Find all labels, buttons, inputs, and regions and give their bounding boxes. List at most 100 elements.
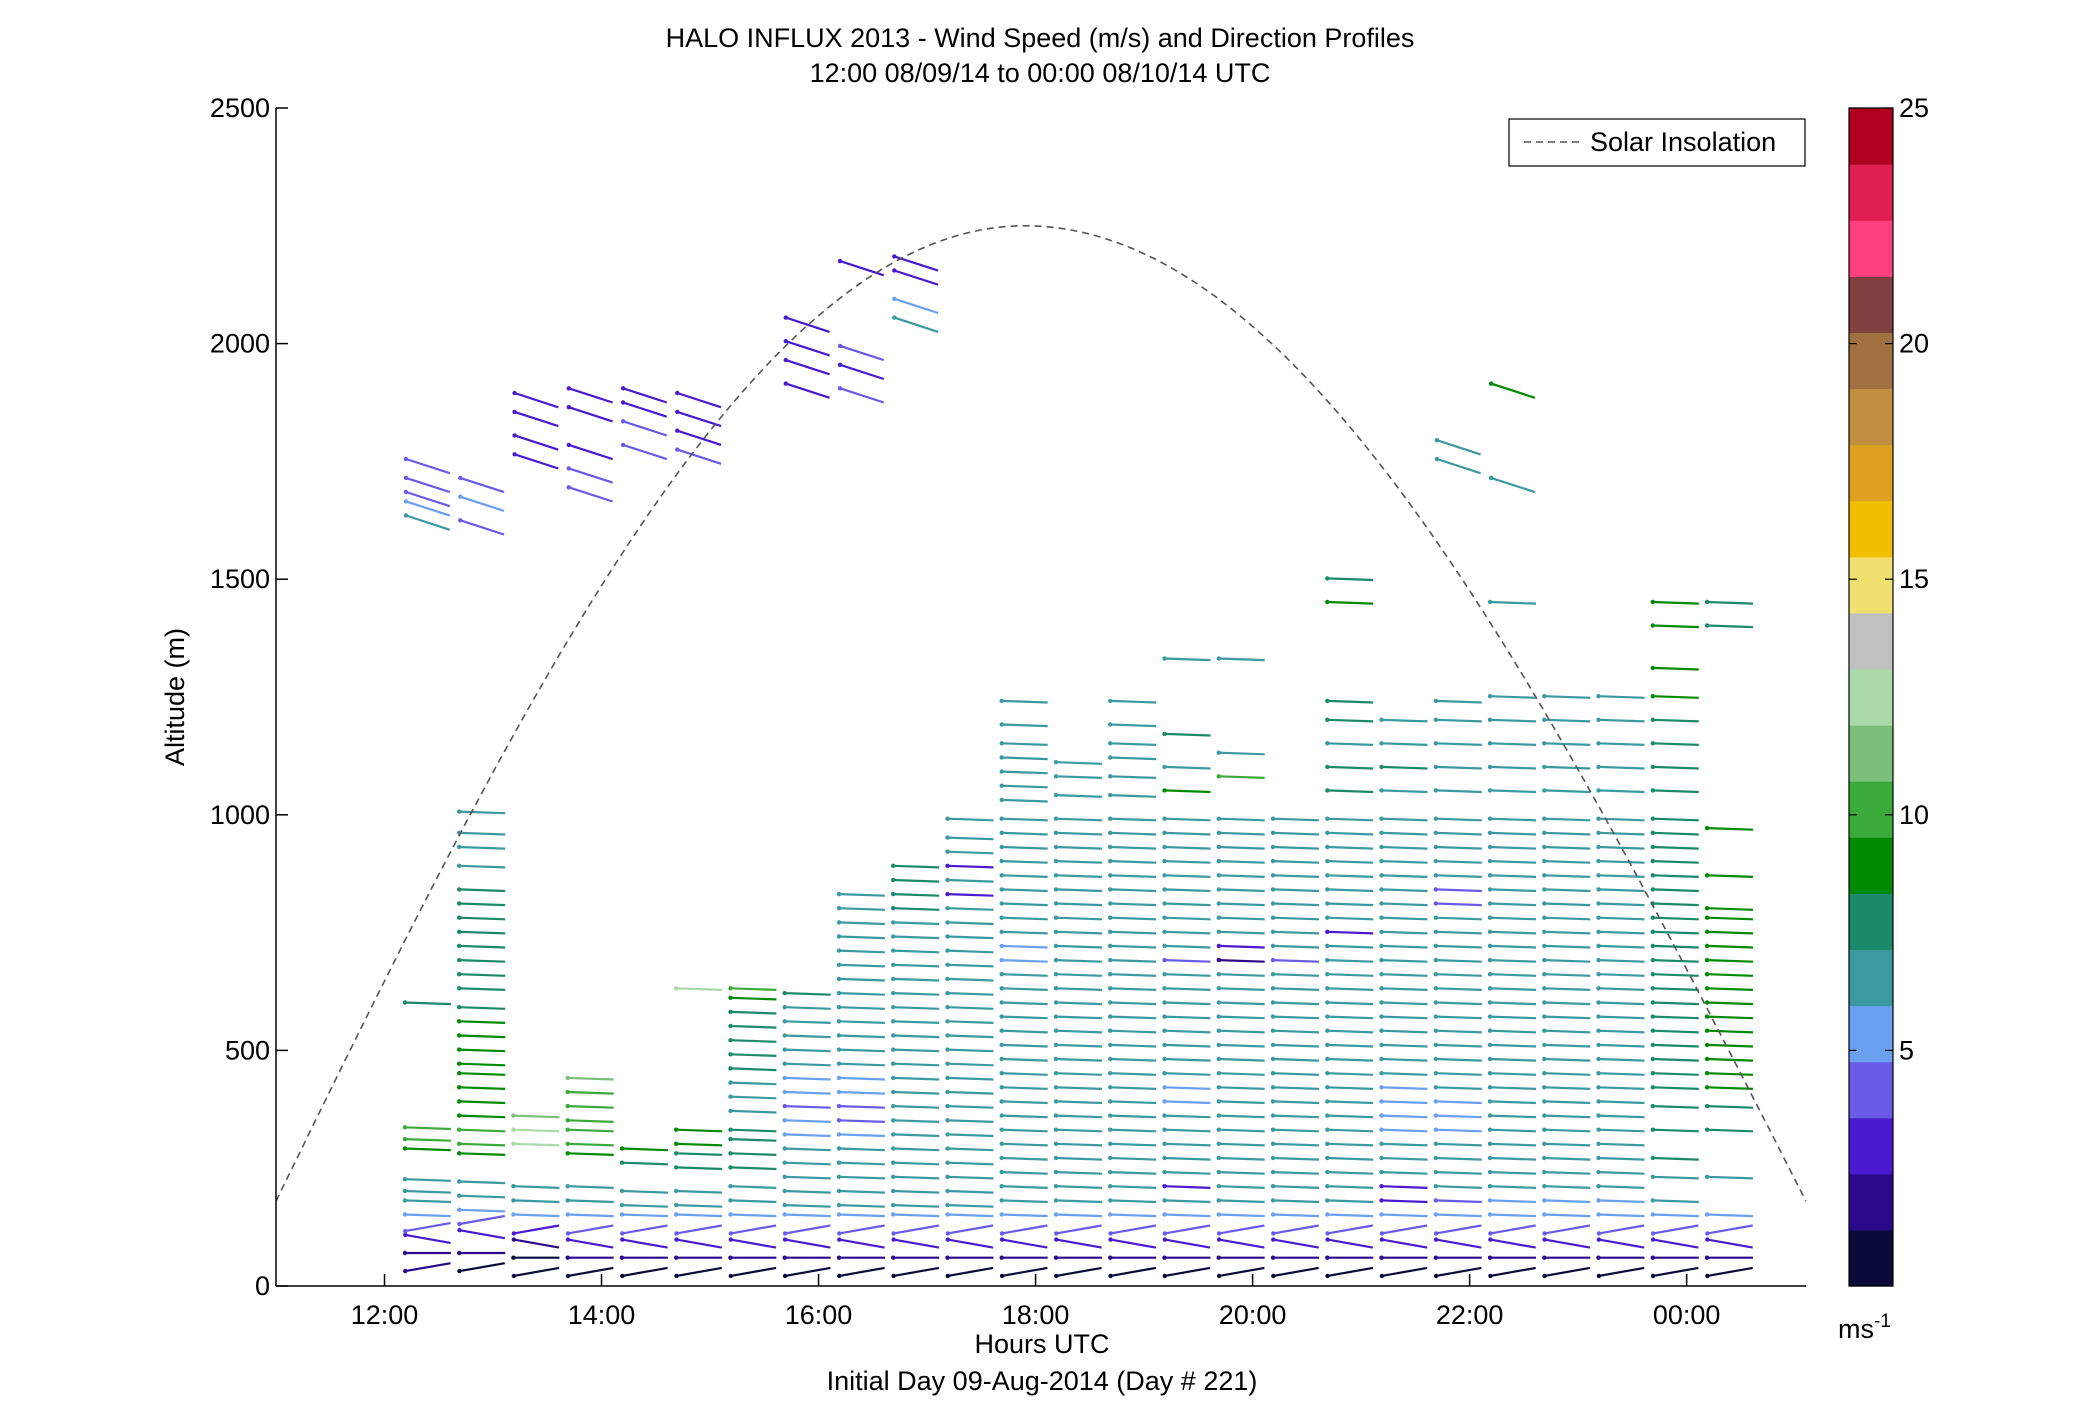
wind-vane-head: [1542, 1056, 1547, 1062]
wind-vane: [1598, 765, 1645, 770]
wind-vane-head: [945, 1202, 950, 1208]
wind-vane-head: [566, 405, 571, 410]
wind-vane: [1381, 1128, 1428, 1133]
wind-vane: [1381, 1114, 1428, 1119]
wind-vane: [1055, 775, 1103, 779]
wind-vane: [1218, 1199, 1265, 1204]
wind-vane-head: [1650, 1127, 1656, 1132]
wind-vane: [1327, 1114, 1374, 1119]
x-tick-label: 14:00: [568, 1300, 636, 1330]
wind-vane-head: [945, 1019, 950, 1024]
wind-vane-head: [1596, 1113, 1601, 1118]
wind-vane-head: [891, 976, 896, 982]
wind-vane: [947, 1133, 994, 1138]
wind-vane-head: [1596, 1028, 1601, 1033]
wind-vane: [567, 1213, 614, 1218]
wind-vane-head: [1108, 1184, 1113, 1189]
wind-vane: [1001, 916, 1048, 921]
wind-vane: [1381, 959, 1428, 963]
wind-vane: [1164, 1156, 1211, 1161]
wind-vane: [947, 1161, 994, 1166]
wind-vane: [1489, 742, 1537, 746]
wind-vane-head: [1379, 816, 1384, 821]
wind-vane-head: [1596, 901, 1601, 906]
wind-vane: [676, 1213, 723, 1218]
wind-vane-head: [1650, 623, 1656, 628]
wind-vane-head: [728, 1273, 733, 1279]
wind-vane-head: [1704, 957, 1710, 963]
wind-vane: [1001, 1224, 1048, 1235]
wind-vane: [1055, 916, 1103, 921]
wind-vane-head: [1053, 1000, 1059, 1005]
wind-vane-head: [1650, 1042, 1656, 1048]
wind-vane-head: [728, 1038, 733, 1043]
wind-vane: [1164, 1100, 1211, 1105]
wind-vane: [1652, 1128, 1699, 1133]
wind-vane: [1272, 1185, 1320, 1189]
wind-vane-head: [1216, 1184, 1222, 1189]
wind-vane: [459, 1100, 506, 1105]
wind-vane: [893, 297, 939, 315]
wind-vane-head: [1433, 1042, 1439, 1048]
wind-vane-head: [1704, 1127, 1710, 1132]
wind-vane-head: [1433, 830, 1439, 835]
wind-vane: [1707, 1029, 1754, 1034]
wind-vane-head: [1216, 750, 1222, 755]
wind-vane-head: [1488, 1273, 1493, 1279]
wind-vane-head: [1216, 816, 1222, 821]
wind-vane: [784, 1204, 831, 1208]
wind-vane: [1272, 845, 1320, 850]
wind-vane-head: [999, 1113, 1004, 1118]
wind-vane: [1489, 987, 1537, 991]
wind-vane-head: [1162, 901, 1167, 906]
wind-vane-head: [1271, 1231, 1276, 1236]
wind-vane-head: [999, 1085, 1004, 1090]
wind-vane-head: [1108, 929, 1113, 934]
wind-vane: [1327, 916, 1374, 921]
wind-vane-head: [891, 1075, 896, 1081]
wind-vane: [1110, 1072, 1157, 1076]
wind-vane: [514, 434, 559, 451]
wind-vane-head: [403, 513, 409, 518]
wind-vane-head: [457, 929, 462, 934]
wind-vane-head: [1053, 915, 1059, 920]
wind-vane: [730, 996, 777, 1001]
wind-vane: [1055, 1057, 1103, 1062]
wind-vane-head: [1650, 887, 1656, 892]
wind-vane: [1652, 831, 1699, 836]
wind-vane-head: [1108, 1127, 1113, 1132]
wind-vane: [676, 448, 722, 465]
wind-vane-head: [457, 986, 462, 991]
wind-vane-head: [782, 1212, 787, 1217]
wind-vane-head: [1216, 774, 1222, 779]
wind-vane-head: [1162, 972, 1167, 977]
wind-vane: [1218, 959, 1265, 963]
wind-vane: [784, 1020, 831, 1024]
wind-vane-head: [891, 1118, 896, 1123]
wind-vane-head: [565, 1118, 570, 1123]
wind-vane-head: [891, 1202, 896, 1208]
wind-vane: [1598, 1086, 1645, 1090]
wind-vane-head: [1650, 599, 1656, 605]
wind-vane-head: [1270, 844, 1276, 850]
wind-vane-head: [1270, 1169, 1276, 1175]
wind-vane: [1327, 718, 1374, 723]
wind-vane: [893, 1147, 940, 1152]
wind-vane: [838, 1006, 885, 1010]
wind-vane-head: [1542, 788, 1547, 793]
wind-vane: [1707, 930, 1754, 935]
wind-vane-head: [1162, 1127, 1167, 1132]
wind-vane-head: [782, 1005, 787, 1010]
wind-vane: [568, 467, 613, 484]
wind-vane: [1001, 888, 1048, 893]
wind-vane-head: [1542, 901, 1547, 906]
wind-vane: [1652, 930, 1699, 935]
wind-vane: [1598, 1001, 1645, 1006]
wind-vane-head: [1162, 915, 1167, 920]
wind-vane: [1272, 1171, 1320, 1175]
wind-vane: [1381, 916, 1428, 921]
wind-vane-head: [1325, 1085, 1330, 1090]
wind-vane: [1327, 1072, 1374, 1076]
wind-vane: [1544, 789, 1591, 794]
wind-vane-head: [999, 1255, 1004, 1260]
